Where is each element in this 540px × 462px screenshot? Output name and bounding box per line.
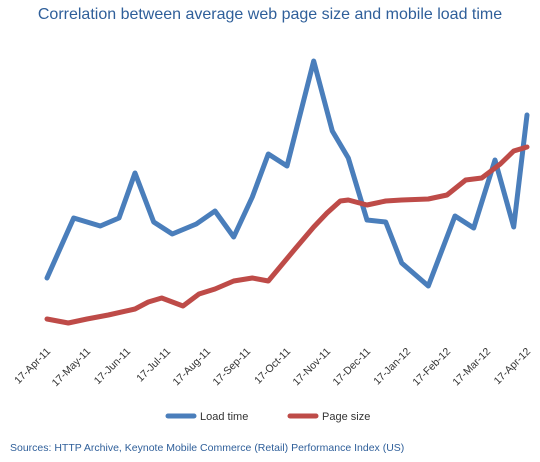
x-tick-label: 17-Apr-11 [12, 346, 53, 387]
x-tick-label: 17-Mar-12 [450, 346, 493, 389]
x-tick-label: 17-May-11 [50, 346, 94, 390]
x-tick-label: 17-Apr-12 [492, 346, 534, 388]
x-tick-label: 17-Jul-11 [134, 346, 173, 385]
x-tick-label: 17-Dec-11 [331, 346, 374, 389]
legend-label-load-time: Load time [200, 411, 248, 423]
x-tick-label: 17-Jan-12 [371, 346, 413, 388]
legend: Load time Page size [165, 411, 370, 423]
x-tick-label: 17-Sep-11 [211, 346, 254, 389]
series-line-load-time [44, 58, 530, 289]
source-note: Sources: HTTP Archive, Keynote Mobile Co… [10, 442, 405, 454]
series-lines [44, 58, 530, 326]
x-tick-label: 17-Feb-12 [410, 346, 453, 389]
x-tick-label: 17-Aug-11 [171, 346, 214, 389]
x-tick-label: 17-Nov-11 [291, 346, 334, 389]
chart-title: Correlation between average web page siz… [37, 6, 503, 23]
series-line-page-size [44, 144, 530, 326]
x-tick-label: 17-Jun-11 [92, 346, 133, 387]
x-tick-label: 17-Oct-11 [252, 346, 293, 387]
legend-label-page-size: Page size [322, 411, 370, 423]
